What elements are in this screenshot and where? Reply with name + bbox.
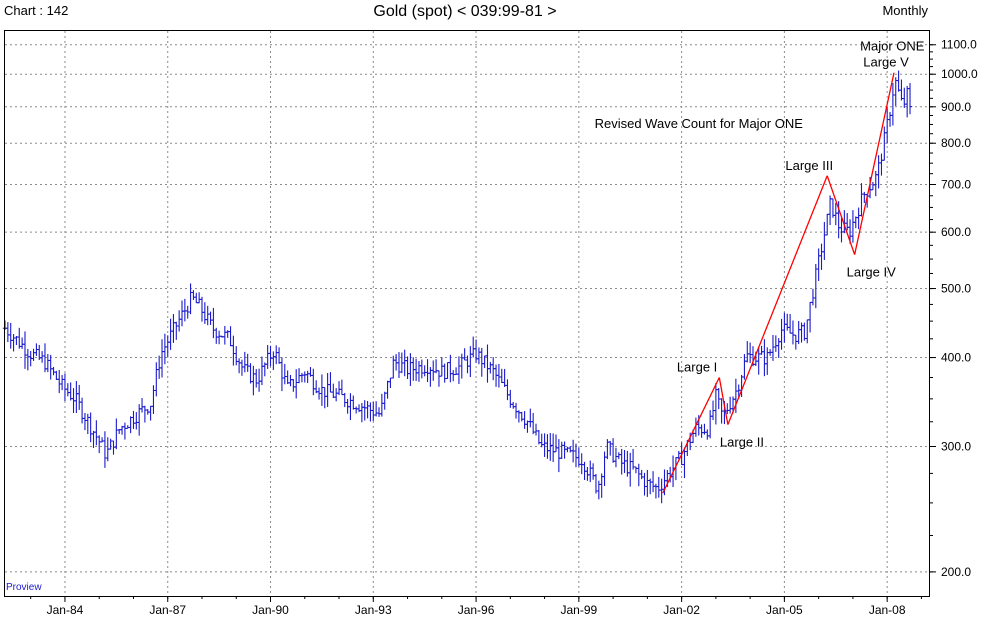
chart-annotation: Major ONE (860, 38, 925, 53)
x-tick-label: Jan-99 (560, 603, 597, 617)
plot-frame (4, 30, 930, 597)
y-tick-label: 1100.0 (941, 38, 977, 52)
wave-segment (826, 175, 856, 255)
wave-segment (718, 377, 729, 425)
x-tick-label: Jan-05 (766, 603, 803, 617)
period-label: Monthly (882, 3, 928, 18)
wave-segment (853, 72, 895, 255)
y-tick-label: 700.0 (941, 178, 971, 192)
wave-label: Large I (677, 360, 717, 375)
x-tick-label: Jan-87 (149, 603, 186, 617)
wave-segment (727, 175, 828, 425)
x-tick-label: Jan-02 (663, 603, 700, 617)
chart-id-label: Chart : 142 (4, 3, 69, 18)
grid (5, 31, 930, 596)
wave-label: Large IV (847, 265, 896, 280)
y-tick-label: 600.0 (941, 225, 971, 239)
y-tick-label: 500.0 (941, 282, 971, 296)
y-tick-label: 400.0 (941, 351, 971, 365)
y-tick-label: 800.0 (941, 136, 971, 150)
x-tick-label: Jan-93 (355, 603, 392, 617)
y-tick-label: 200.0 (941, 565, 971, 579)
price-bar (907, 83, 913, 115)
annotations: Major ONE Revised Wave Count for Major ON… (595, 38, 925, 131)
x-tick-label: Jan-96 (458, 603, 495, 617)
chart-annotation: Revised Wave Count for Major ONE (595, 116, 804, 131)
watermark: Proview (6, 582, 42, 593)
wave-label: Large II (720, 435, 764, 450)
y-tick-label: 300.0 (941, 440, 971, 454)
wave-lines (662, 72, 895, 494)
wave-label: Large III (785, 158, 833, 173)
wave-label: Large V (863, 55, 909, 70)
x-tick-label: Jan-08 (869, 603, 906, 617)
chart-title: Gold (spot) < 039:99-81 > (373, 3, 557, 20)
y-tick-label: 900.0 (941, 100, 971, 114)
x-axis: Jan-84 Jan-87 Jan-90 Jan-93 Jan-96 Jan-99 Jan-… (30, 596, 922, 617)
wave-segment (662, 377, 720, 494)
x-tick-label: Jan-90 (252, 603, 289, 617)
y-tick-label: 1000.0 (941, 67, 978, 81)
wave-labels: Large I Large II Large III Large IV Large V (677, 55, 909, 450)
y-axis: 200.0 300.0 400.0 500.0 600.0 700.0 800.0 900.0… (930, 38, 978, 579)
x-tick-label: Jan-84 (47, 603, 84, 617)
